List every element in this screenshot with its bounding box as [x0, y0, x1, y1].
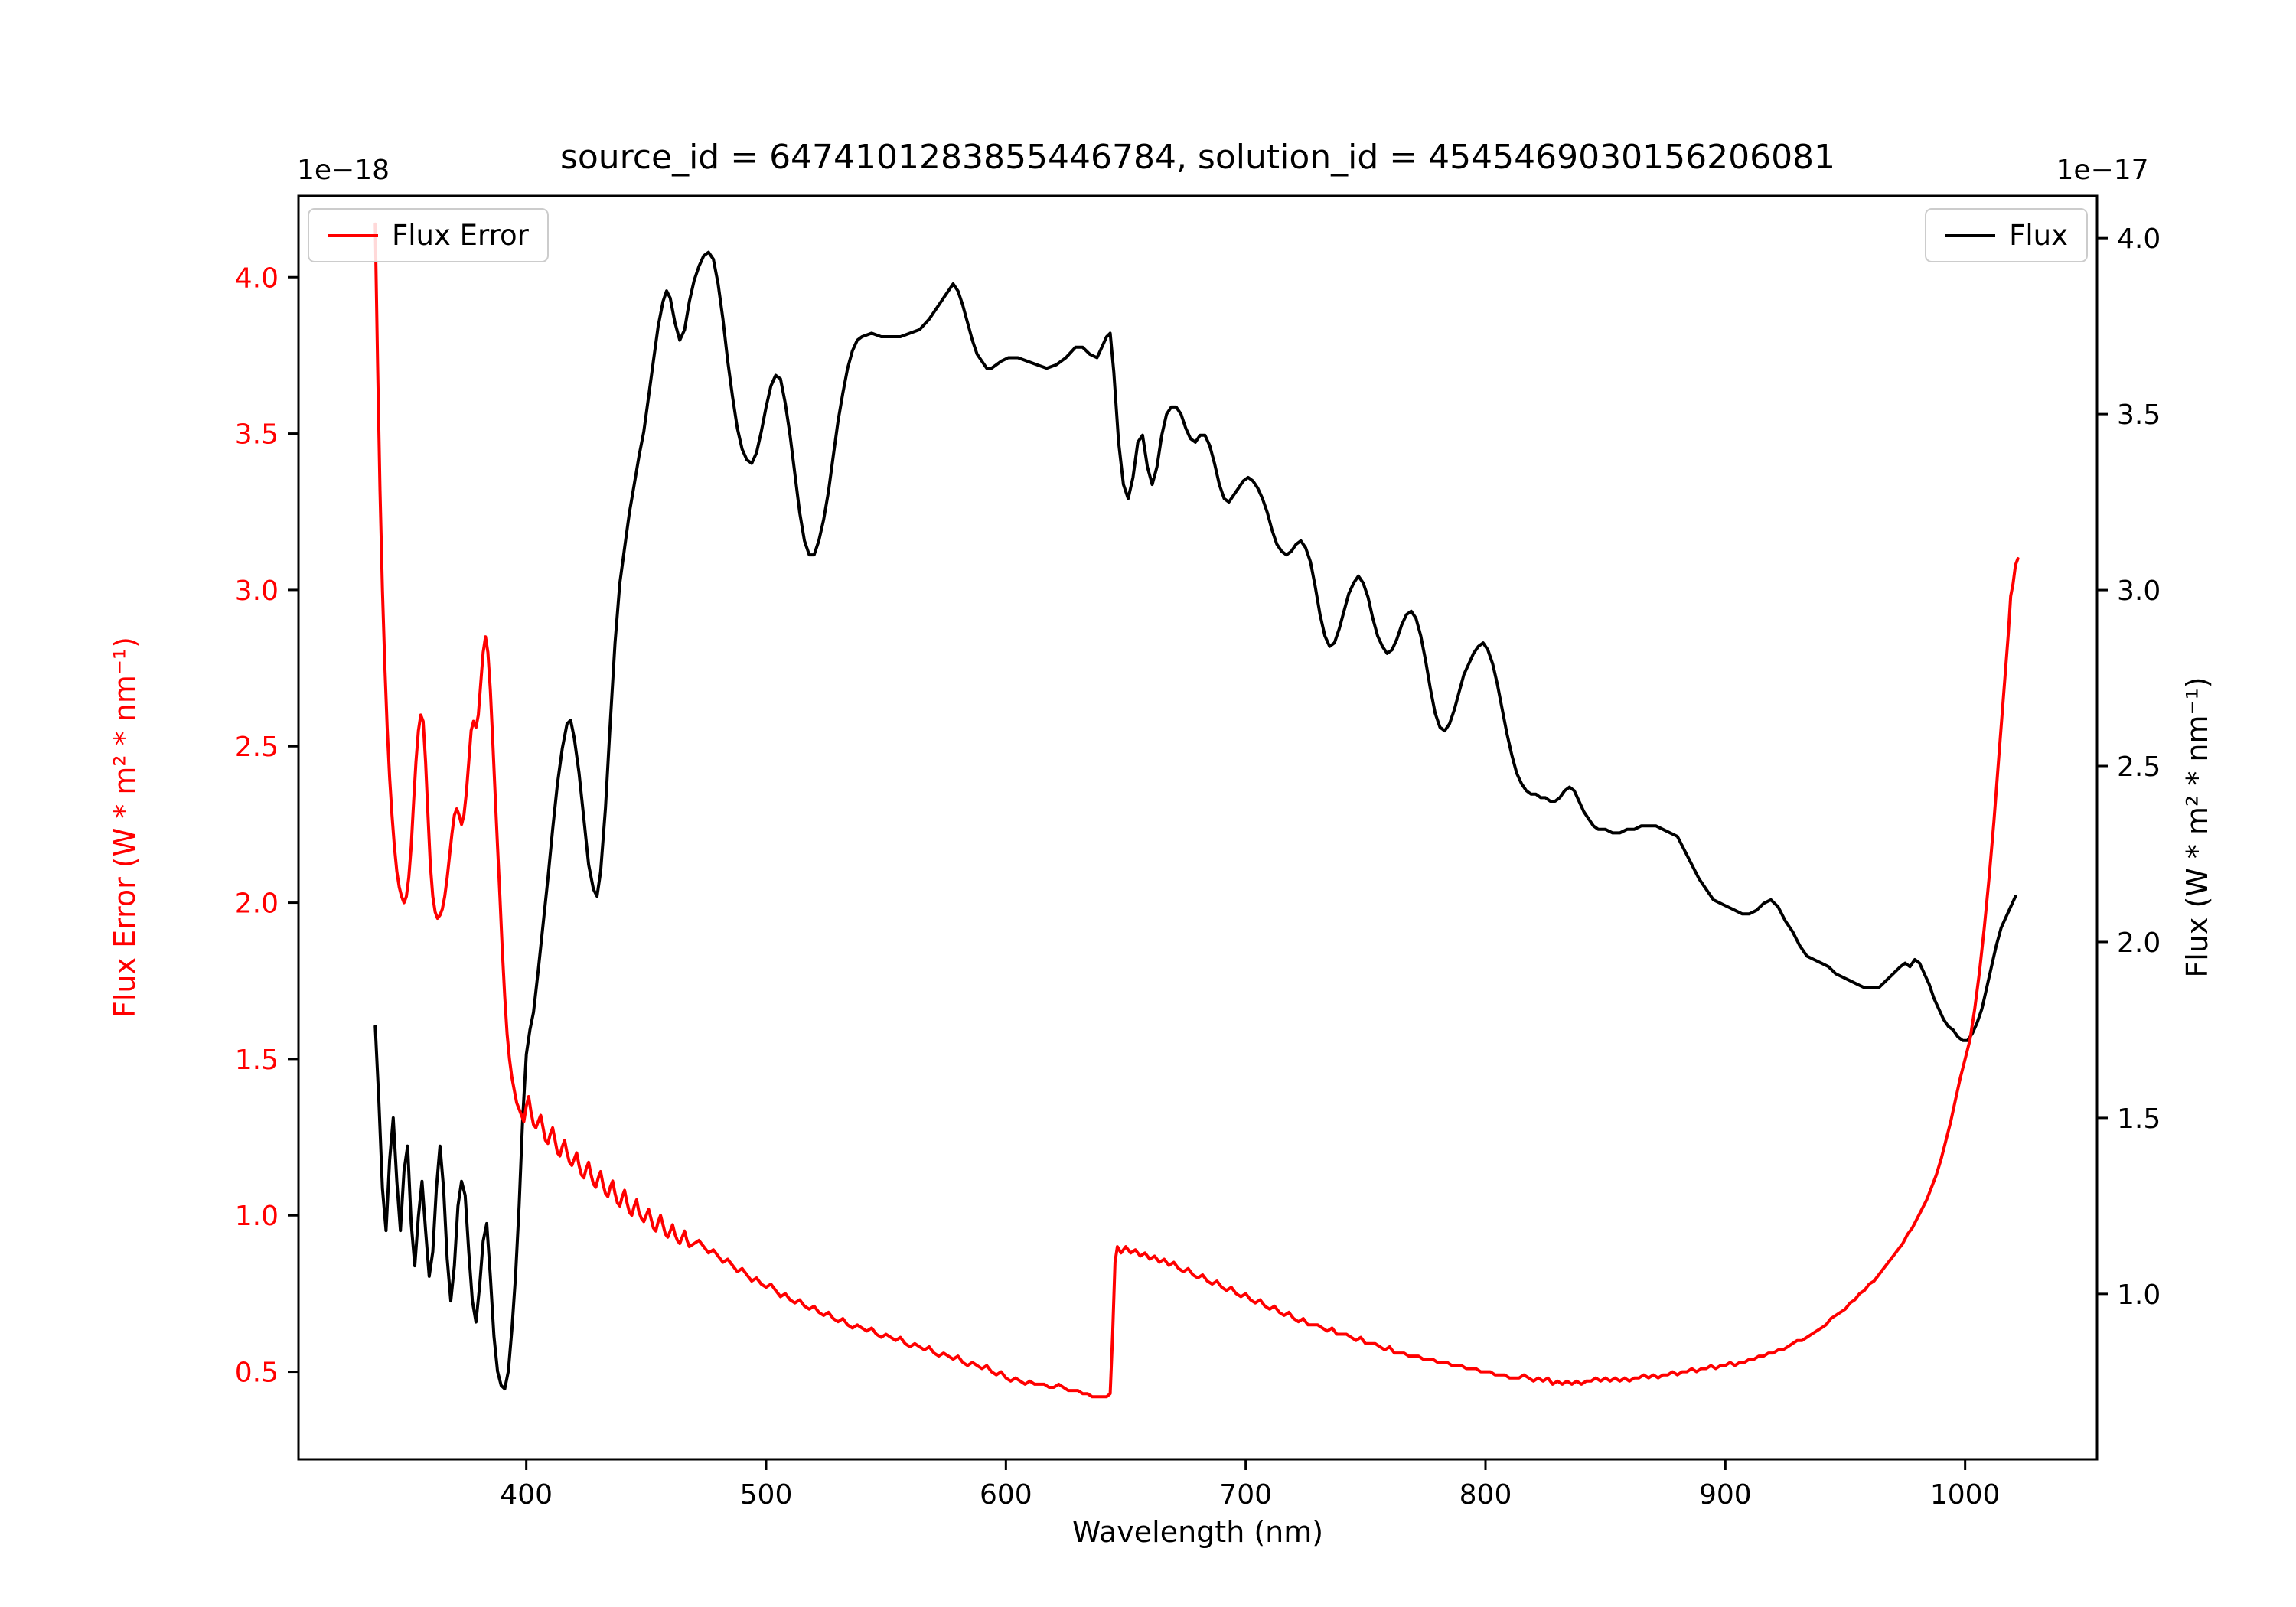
y-left-tick-label: 3.0: [235, 575, 279, 607]
legend-flux: Flux: [1925, 208, 2088, 262]
x-tick-label: 700: [1219, 1479, 1272, 1511]
flux-error-line-sample: [328, 233, 378, 237]
x-tick-label: 600: [980, 1479, 1032, 1511]
legend-flux-error: Flux Error: [308, 208, 549, 262]
flux-error-curve: [373, 222, 2020, 1399]
y-left-tick-label: 1.0: [235, 1201, 279, 1232]
right-axis-label: Flux (W * m² * nm⁻¹): [2180, 676, 2214, 978]
chart-title: source_id = 6474101283855446784, solutio…: [559, 138, 1836, 177]
y-left-tick-label: 2.0: [235, 888, 279, 920]
y-right-tick-label: 2.5: [2117, 751, 2161, 783]
legend-flux-error-label: Flux Error: [392, 219, 529, 252]
x-tick-label: 900: [1699, 1479, 1752, 1511]
legend-flux-label: Flux: [2009, 219, 2068, 252]
x-tick-label: 1000: [1930, 1479, 2001, 1511]
x-axis-label: Wavelength (nm): [1071, 1515, 1324, 1549]
y-right-tick-label: 3.0: [2117, 575, 2161, 607]
y-left-tick-label: 4.0: [235, 262, 279, 294]
y-right-tick-label: 2.0: [2117, 927, 2161, 959]
left-axis-label: Flux Error (W * m² * nm⁻¹): [108, 637, 142, 1018]
y-left-tick-label: 3.5: [235, 419, 279, 451]
y-left-tick-label: 1.5: [235, 1045, 279, 1076]
right-axis-offset-text: 1e−17: [2056, 155, 2149, 186]
x-tick-label: 500: [740, 1479, 793, 1511]
y-left-tick-label: 2.5: [235, 732, 279, 763]
y-left-tick-label: 0.5: [235, 1358, 279, 1389]
x-tick-label: 400: [500, 1479, 553, 1511]
y-right-tick-label: 1.5: [2117, 1103, 2161, 1135]
flux-curve: [373, 250, 2017, 1390]
y-right-tick-label: 3.5: [2117, 399, 2161, 431]
y-right-tick-label: 4.0: [2117, 223, 2161, 255]
y-right-tick-label: 1.0: [2117, 1279, 2161, 1311]
left-axis-offset-text: 1e−18: [297, 155, 390, 186]
x-tick-label: 800: [1459, 1479, 1512, 1511]
axes-frame: [297, 194, 2099, 1461]
flux-line-sample: [1945, 233, 1996, 237]
